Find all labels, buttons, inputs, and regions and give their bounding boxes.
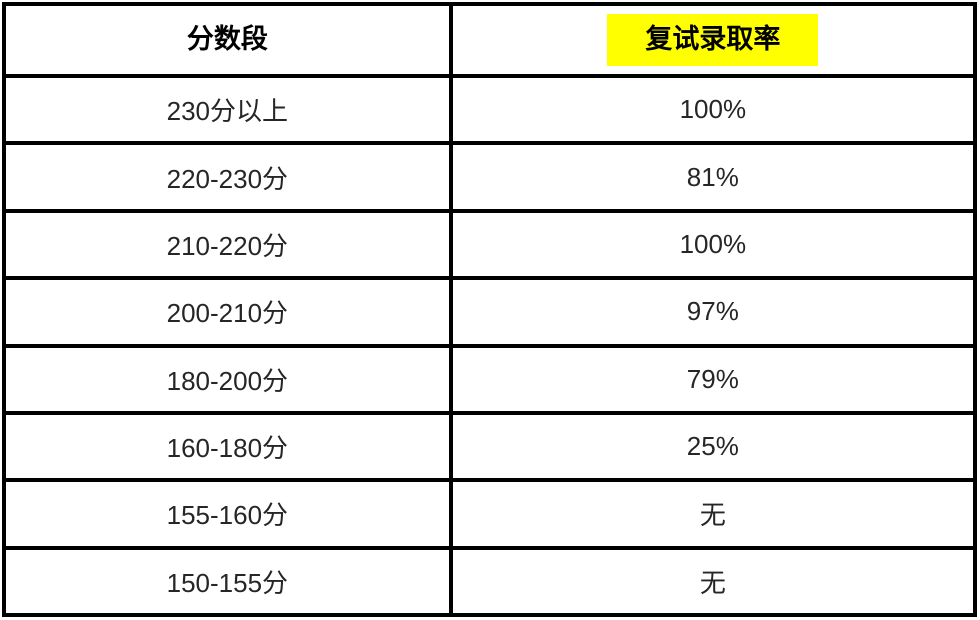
admission-rate-cell: 100%: [448, 73, 978, 146]
table-row: 200-210分 97%: [2, 276, 978, 348]
header-cell-admission-rate: 复试录取率: [448, 2, 978, 78]
table-row: 150-155分无: [2, 545, 978, 618]
table-row: 155-160分无: [2, 478, 978, 550]
admission-rate-cell: 79%: [448, 343, 978, 415]
score-range-cell: 210-220分: [2, 208, 453, 281]
header-admission-rate-label: 复试录取率: [607, 14, 819, 66]
admission-rate-cell: 无: [448, 478, 978, 550]
score-range-cell: 155-160分: [2, 478, 453, 550]
score-range-cell: 200-210分: [2, 276, 453, 348]
table-header: 分数段 复试录取率: [2, 2, 978, 78]
score-range-cell: 180-200分: [2, 343, 453, 415]
admission-rate-cell: 100%: [448, 208, 978, 281]
admission-rate-cell: 25%: [448, 410, 978, 483]
table-row: 220-230分 81%: [2, 141, 978, 213]
header-row: 分数段 复试录取率: [2, 2, 978, 78]
score-range-cell: 150-155分: [2, 545, 453, 618]
admission-rate-cell: 81%: [448, 141, 978, 213]
table-row: 160-180分 25%: [2, 410, 978, 483]
table-row: 210-220分 100%: [2, 208, 978, 281]
header-score-range-label: 分数段: [186, 24, 268, 55]
score-range-cell: 160-180分: [2, 410, 453, 483]
admission-rate-cell: 97%: [448, 276, 978, 348]
score-range-cell: 220-230分: [2, 141, 453, 213]
admission-rate-cell: 无: [448, 545, 978, 618]
table-row: 180-200分 79%: [2, 343, 978, 415]
table-row: 230分以上 100%: [2, 73, 978, 146]
score-range-cell: 230分以上: [2, 73, 453, 146]
header-cell-score-range: 分数段: [2, 2, 453, 78]
table-body: 230分以上 100% 220-230分 81% 210-220分 100% 200-210…: [2, 73, 978, 618]
